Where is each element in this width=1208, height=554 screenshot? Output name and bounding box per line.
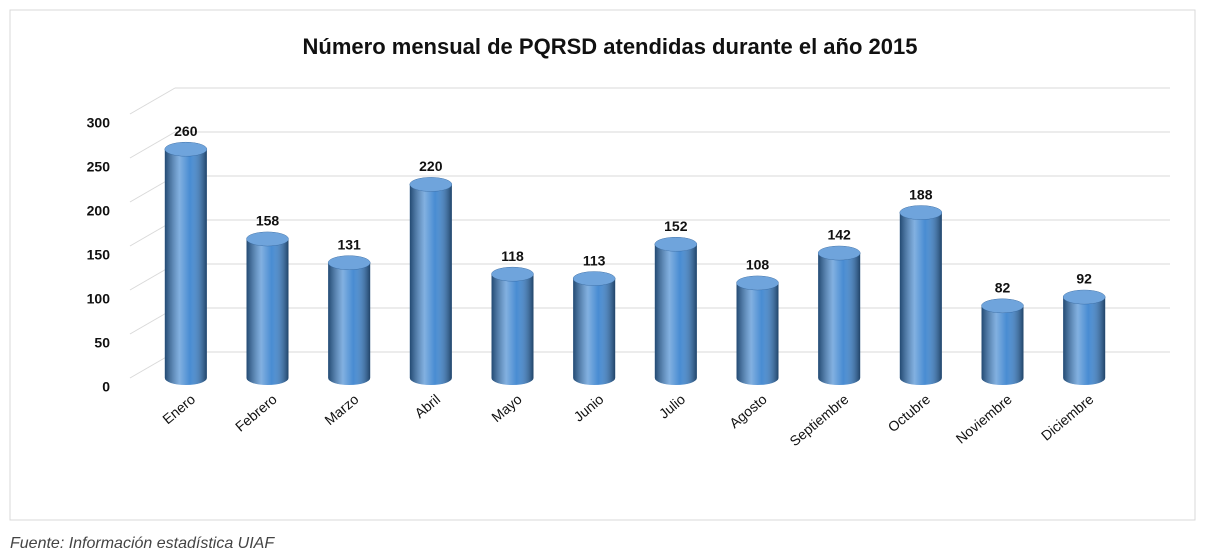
- chart-frame: [9, 9, 1196, 521]
- bar-part: [736, 282, 779, 386]
- bar-part: [573, 271, 616, 286]
- bar: [164, 141, 208, 385]
- value-label: 131: [337, 236, 361, 252]
- bar-part: [246, 231, 289, 247]
- y-tick-label: 50: [94, 335, 110, 351]
- bar-part: [654, 237, 697, 252]
- bar-part: [981, 298, 1024, 314]
- bar: [491, 266, 534, 386]
- value-label: 158: [256, 213, 280, 229]
- bar-part: [164, 149, 207, 385]
- bar-part: [736, 275, 779, 290]
- bar: [1062, 289, 1106, 386]
- bar-part: [164, 142, 207, 157]
- bar-part: [409, 177, 452, 192]
- value-label: 188: [909, 186, 933, 202]
- bar-part: [818, 253, 861, 386]
- bar-part: [981, 305, 1024, 386]
- bar-part: [654, 236, 698, 252]
- y-tick-label: 300: [87, 115, 111, 131]
- value-label: 82: [995, 280, 1011, 296]
- y-tick-label: 150: [87, 247, 111, 263]
- grid-line: [129, 131, 176, 159]
- bar: [409, 177, 453, 386]
- bar-part: [491, 266, 534, 282]
- bar-part: [654, 244, 697, 386]
- bar-part: [327, 255, 371, 270]
- bar-part: [981, 298, 1024, 313]
- bar-part: [328, 255, 371, 270]
- caption: Fuente: Información estadística UIAF: [10, 535, 275, 552]
- bar-part: [328, 262, 371, 386]
- bar: [246, 231, 289, 386]
- bar-part: [818, 246, 861, 261]
- bar-part: [409, 177, 453, 192]
- bar: [736, 275, 779, 386]
- bar-part: [817, 245, 861, 261]
- bar-part: [1063, 297, 1106, 386]
- bar: [981, 298, 1024, 386]
- bar-part: [899, 212, 942, 386]
- bar: [899, 205, 943, 386]
- bar: [817, 245, 861, 386]
- value-label: 142: [827, 227, 851, 243]
- value-label: 108: [746, 257, 770, 273]
- value-label: 260: [174, 123, 198, 139]
- bar-part: [409, 184, 452, 386]
- value-label: 118: [501, 248, 524, 264]
- bar-part: [899, 205, 943, 220]
- bar-part: [246, 231, 289, 246]
- bar-part: [1062, 289, 1106, 305]
- value-label: 220: [419, 158, 443, 174]
- y-tick-label: 250: [87, 159, 111, 175]
- bar-part: [572, 271, 616, 286]
- grid-line: [129, 87, 176, 115]
- bar-part: [491, 267, 534, 282]
- value-label: 113: [583, 252, 606, 268]
- y-tick-label: 200: [87, 203, 111, 219]
- value-label: 152: [664, 218, 688, 234]
- bar-part: [491, 274, 534, 386]
- bar-part: [736, 275, 779, 291]
- y-tick-label: 0: [102, 379, 110, 395]
- y-tick-label: 100: [87, 291, 111, 307]
- value-label: 92: [1076, 271, 1092, 287]
- bar-part: [1063, 290, 1106, 305]
- bar-part: [246, 238, 289, 386]
- bar-part: [899, 205, 942, 220]
- chart-title: Número mensual de PQRSD atendidas durant…: [303, 34, 918, 59]
- bar-part: [573, 278, 616, 386]
- bar: [572, 271, 616, 386]
- bar-part: [164, 141, 208, 157]
- bar: [327, 255, 371, 386]
- bar: [654, 236, 698, 386]
